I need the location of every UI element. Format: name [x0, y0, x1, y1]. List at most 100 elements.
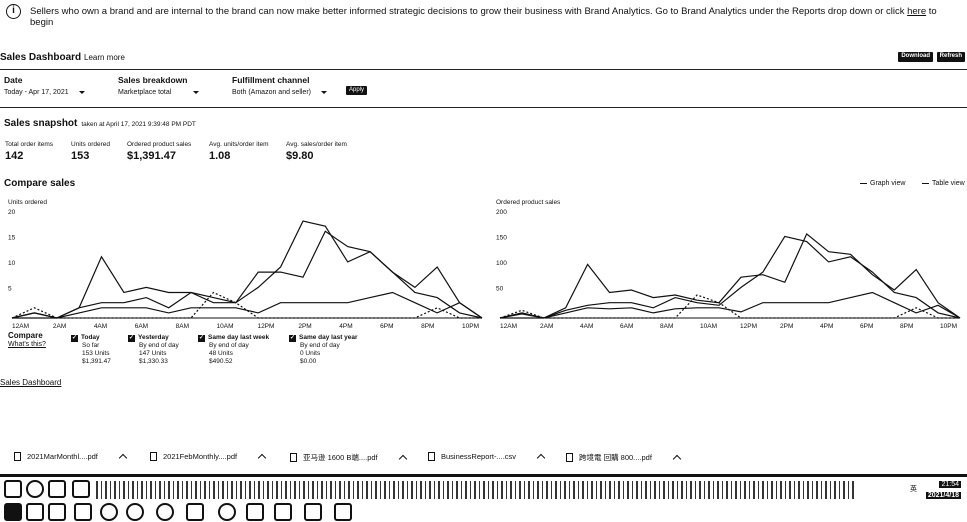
chevron-down-icon: [78, 91, 85, 94]
task-view-icon[interactable]: [48, 480, 66, 498]
compare-same-day-last-week[interactable]: ✓ Same day last week By end of day 48 Uni…: [198, 334, 269, 366]
chevron-up-icon[interactable]: [257, 453, 267, 463]
date-select[interactable]: Today - Apr 17, 2021: [4, 89, 85, 96]
learn-more-link[interactable]: Learn more: [84, 53, 125, 62]
metric-total-order-items: Total order items 142: [5, 141, 53, 162]
start-icon[interactable]: [4, 480, 22, 498]
checkbox-checked-icon[interactable]: ✓: [128, 334, 135, 342]
ordered-sales-chart: Ordered product sales 50 100 150 200 12AM 2AM 4…: [496, 199, 961, 330]
banner-text: Sellers who own a brand and are internal…: [30, 6, 908, 17]
breakdown-value: Marketplace total: [118, 89, 172, 96]
graph-view-toggle[interactable]: Graph view: [860, 180, 905, 187]
app-icon[interactable]: [48, 503, 66, 521]
whats-this-link[interactable]: What's this?: [8, 341, 46, 348]
checkbox-checked-icon[interactable]: ✓: [71, 334, 78, 342]
table-view-toggle[interactable]: Table view: [922, 180, 965, 187]
download-item[interactable]: 2021FebMonthly....pdf: [150, 452, 267, 463]
x-tick-label: 10PM: [940, 323, 957, 330]
table-icon: [922, 183, 929, 184]
date-filter-label: Date: [4, 75, 23, 85]
taskbar-strip: [96, 481, 856, 499]
word-icon[interactable]: [304, 503, 322, 521]
x-tick-label: 4AM: [580, 323, 593, 330]
file-icon: [428, 452, 435, 461]
app-icon[interactable]: [156, 503, 174, 521]
metric-value: $1,391.47: [127, 150, 176, 162]
compare-section: Compare What's this?: [8, 331, 46, 348]
ime-indicator[interactable]: 英: [910, 486, 917, 493]
chevron-up-icon[interactable]: [672, 454, 682, 464]
file-icon: [150, 452, 157, 461]
refresh-button[interactable]: Refresh: [936, 52, 965, 62]
app-icon[interactable]: [186, 503, 204, 521]
breakdown-select[interactable]: Marketplace total: [118, 89, 200, 96]
metric-value: 1.08: [209, 150, 231, 162]
metric-value: 153: [71, 150, 90, 162]
chevron-up-icon[interactable]: [118, 453, 128, 463]
date-filter: Date Today - Apr 17, 2021: [4, 75, 85, 96]
download-name: 2021MarMonthl....pdf: [27, 452, 98, 461]
file-icon: [14, 452, 21, 461]
compare-col-line: $1,330.33: [139, 358, 168, 365]
download-item[interactable]: 跨境電 回購 800....pdf: [566, 452, 682, 464]
compare-col-line: $1,391.47: [82, 358, 111, 365]
app-icon[interactable]: [246, 503, 264, 521]
compare-col-title: Yesterday: [138, 334, 169, 341]
download-button[interactable]: Download: [898, 52, 933, 62]
clock-date[interactable]: 2021/4/18: [925, 492, 961, 499]
sales-dashboard-link[interactable]: Sales Dashboard: [0, 378, 62, 387]
x-tick-label: 10AM: [700, 323, 717, 330]
series-line-today: [11, 220, 483, 319]
file-explorer-icon[interactable]: [74, 503, 92, 521]
units-ordered-chart: Units ordered 5 10 15 20 12AM 2AM 4AM 6AM 8AM 10AM…: [8, 199, 483, 330]
app-icon[interactable]: [334, 503, 352, 521]
y-tick-label: 200: [496, 209, 507, 216]
metric-label: Avg. sales/order item: [286, 141, 347, 148]
fulfillment-select[interactable]: Both (Amazon and seller): [232, 89, 327, 96]
compare-col-line: By end of day: [139, 342, 179, 349]
chevron-up-icon[interactable]: [398, 454, 407, 464]
x-tick-label: 12PM: [257, 323, 274, 330]
browser-icon[interactable]: [126, 503, 144, 521]
app-icon[interactable]: [274, 503, 292, 521]
fulfillment-value: Both (Amazon and seller): [232, 89, 311, 96]
info-icon: i: [6, 4, 21, 19]
x-tick-label: 4PM: [339, 323, 352, 330]
x-tick-label: 8AM: [176, 323, 189, 330]
download-name: BusinessReport-....csv: [441, 452, 517, 461]
app-icon[interactable]: [4, 503, 22, 521]
metric-value: 142: [5, 150, 24, 162]
page-title: Sales Dashboard: [0, 52, 82, 63]
x-tick-label: 8PM: [900, 323, 913, 330]
download-item[interactable]: 亚马逊 1600 B端....pdf: [290, 452, 407, 464]
search-icon[interactable]: [26, 480, 44, 498]
checkbox-checked-icon[interactable]: ✓: [289, 334, 296, 342]
download-item[interactable]: BusinessReport-....csv: [428, 452, 546, 463]
apply-button[interactable]: Apply: [346, 86, 368, 95]
compare-col-title: Same day last week: [208, 334, 270, 341]
metric-value: $9.80: [286, 150, 314, 162]
compare-today[interactable]: ✓ Today So far 153 Units $1,391.47: [71, 334, 111, 366]
table-view-label: Table view: [932, 180, 965, 187]
compare-yesterday[interactable]: ✓ Yesterday By end of day 147 Units $1,33…: [128, 334, 179, 366]
app-icon[interactable]: [218, 503, 236, 521]
download-item[interactable]: 2021MarMonthl....pdf: [14, 452, 128, 463]
mail-icon[interactable]: [72, 480, 90, 498]
compare-same-day-last-year[interactable]: ✓ Same day last year By end of day 0 Unit…: [289, 334, 358, 366]
y-tick-label: 5: [8, 286, 12, 293]
breakdown-filter-label: Sales breakdown: [118, 75, 188, 85]
banner-here-link[interactable]: here: [907, 6, 927, 17]
clock-time[interactable]: 21:54: [939, 481, 961, 488]
x-tick-label: 2AM: [53, 323, 66, 330]
checkbox-checked-icon[interactable]: ✓: [198, 334, 205, 342]
series-line-today: [499, 235, 961, 319]
graph-view-label: Graph view: [870, 180, 906, 187]
app-icon[interactable]: [26, 503, 44, 521]
compare-col-title: Today: [81, 334, 100, 341]
compare-col-line: 0 Units: [300, 350, 321, 357]
y-tick-label: 10: [8, 260, 16, 267]
browser-icon[interactable]: [100, 503, 118, 521]
chevron-up-icon[interactable]: [536, 453, 546, 463]
file-icon: [566, 453, 573, 462]
download-name: 2021FebMonthly....pdf: [163, 452, 238, 461]
